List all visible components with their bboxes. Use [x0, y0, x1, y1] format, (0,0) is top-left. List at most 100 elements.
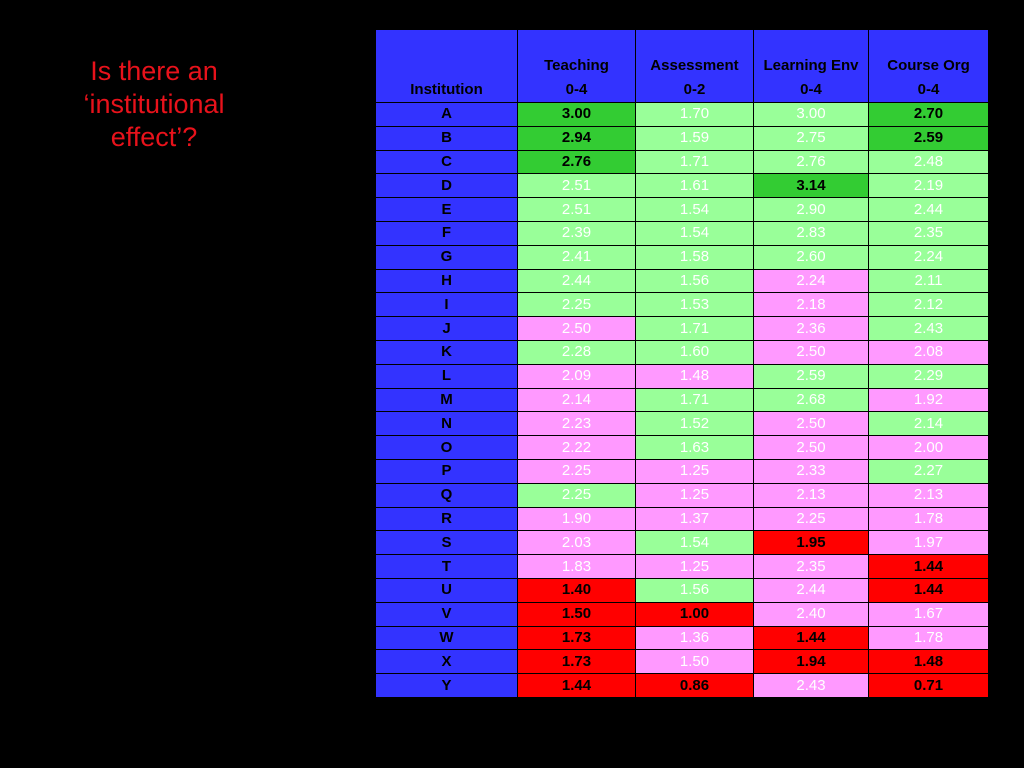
institution-cell: X — [375, 649, 518, 675]
course-org-score-cell: 2.70 — [868, 102, 989, 127]
learning-env-score-cell: 1.95 — [753, 530, 869, 556]
learning-env-score-cell: 2.83 — [753, 220, 869, 246]
table-row: Y 1.44 0.86 2.43 0.71 — [375, 673, 989, 698]
learning-env-score-cell: 2.35 — [753, 554, 869, 579]
learning-env-score-cell: 2.25 — [753, 506, 869, 532]
header-teaching: Teaching 0-4 — [517, 29, 636, 103]
teaching-score-cell: 3.00 — [517, 102, 636, 127]
teaching-score-cell: 2.23 — [517, 411, 636, 437]
assessment-score-cell: 1.50 — [635, 649, 754, 675]
learning-env-score-cell: 2.44 — [753, 577, 869, 603]
institution-cell: J — [375, 316, 518, 341]
assessment-score-cell: 1.25 — [635, 458, 754, 484]
course-org-score-cell: 2.24 — [868, 244, 989, 270]
assessment-score-cell: 1.71 — [635, 387, 754, 413]
institution-cell: G — [375, 244, 518, 270]
assessment-score-cell: 1.70 — [635, 102, 754, 127]
institution-cell: E — [375, 197, 518, 222]
learning-env-score-cell: 2.33 — [753, 458, 869, 484]
learning-env-score-cell: 2.50 — [753, 435, 869, 460]
table-row: Q 2.25 1.25 2.13 2.13 — [375, 482, 989, 508]
course-org-score-cell: 1.44 — [868, 577, 989, 603]
table-row: T 1.83 1.25 2.35 1.44 — [375, 554, 989, 579]
assessment-score-cell: 1.56 — [635, 268, 754, 294]
learning-env-score-cell: 3.00 — [753, 102, 869, 127]
course-org-score-cell: 2.27 — [868, 458, 989, 484]
learning-env-score-cell: 2.90 — [753, 197, 869, 222]
course-org-score-cell: 2.13 — [868, 482, 989, 508]
institution-cell: F — [375, 220, 518, 246]
course-org-score-cell: 2.00 — [868, 435, 989, 460]
institution-cell: P — [375, 458, 518, 484]
table-row: M 2.14 1.71 2.68 1.92 — [375, 387, 989, 413]
teaching-score-cell: 1.73 — [517, 649, 636, 675]
institution-cell: Y — [375, 673, 518, 698]
learning-env-score-cell: 2.24 — [753, 268, 869, 294]
course-org-score-cell: 1.67 — [868, 601, 989, 627]
teaching-score-cell: 2.44 — [517, 268, 636, 294]
assessment-score-cell: 1.25 — [635, 554, 754, 579]
assessment-score-cell: 1.63 — [635, 435, 754, 460]
table-row: P 2.25 1.25 2.33 2.27 — [375, 458, 989, 484]
course-org-score-cell: 2.48 — [868, 149, 989, 175]
course-org-score-cell: 1.78 — [868, 625, 989, 651]
course-org-score-cell: 1.78 — [868, 506, 989, 532]
table-row: B 2.94 1.59 2.75 2.59 — [375, 125, 989, 151]
institution-cell: S — [375, 530, 518, 556]
teaching-score-cell: 2.51 — [517, 173, 636, 199]
header-institution-label: Institution — [410, 81, 483, 98]
teaching-score-cell: 2.39 — [517, 220, 636, 246]
teaching-score-cell: 2.76 — [517, 149, 636, 175]
teaching-score-cell: 1.83 — [517, 554, 636, 579]
table-row: G 2.41 1.58 2.60 2.24 — [375, 244, 989, 270]
teaching-score-cell: 1.90 — [517, 506, 636, 532]
learning-env-score-cell: 2.59 — [753, 363, 869, 389]
header-learning-env-label: Learning Env — [763, 57, 859, 74]
institution-cell: O — [375, 435, 518, 460]
assessment-score-cell: 1.54 — [635, 220, 754, 246]
header-assessment-label: Assessment — [650, 57, 739, 74]
assessment-score-cell: 1.54 — [635, 530, 754, 556]
table-row: A 3.00 1.70 3.00 2.70 — [375, 102, 989, 127]
assessment-score-cell: 1.59 — [635, 125, 754, 151]
table-row: D 2.51 1.61 3.14 2.19 — [375, 173, 989, 199]
table-row: X 1.73 1.50 1.94 1.48 — [375, 649, 989, 675]
learning-env-score-cell: 2.76 — [753, 149, 869, 175]
course-org-score-cell: 2.59 — [868, 125, 989, 151]
header-teaching-label: Teaching — [544, 57, 609, 74]
table-row: C 2.76 1.71 2.76 2.48 — [375, 149, 989, 175]
course-org-score-cell: 1.97 — [868, 530, 989, 556]
table-row: F 2.39 1.54 2.83 2.35 — [375, 220, 989, 246]
assessment-score-cell: 1.00 — [635, 601, 754, 627]
assessment-score-cell: 1.36 — [635, 625, 754, 651]
table-row: S 2.03 1.54 1.95 1.97 — [375, 530, 989, 556]
teaching-score-cell: 1.40 — [517, 577, 636, 603]
assessment-score-cell: 1.58 — [635, 244, 754, 270]
table-row: N 2.23 1.52 2.50 2.14 — [375, 411, 989, 437]
learning-env-score-cell: 2.50 — [753, 339, 869, 365]
institution-cell: C — [375, 149, 518, 175]
table-row: J 2.50 1.71 2.36 2.43 — [375, 316, 989, 341]
course-org-score-cell: 2.44 — [868, 197, 989, 222]
learning-env-score-cell: 2.18 — [753, 292, 869, 318]
learning-env-score-cell: 2.13 — [753, 482, 869, 508]
learning-env-score-cell: 2.75 — [753, 125, 869, 151]
assessment-score-cell: 1.53 — [635, 292, 754, 318]
learning-env-score-cell: 2.43 — [753, 673, 869, 698]
table-row: H 2.44 1.56 2.24 2.11 — [375, 268, 989, 294]
learning-env-score-cell: 3.14 — [753, 173, 869, 199]
slide-title-line-1: Is there an — [90, 56, 218, 86]
header-learning-env-range: 0-4 — [800, 81, 822, 98]
learning-env-score-cell: 1.94 — [753, 649, 869, 675]
institution-cell: K — [375, 339, 518, 365]
header-learning-env: Learning Env 0-4 — [753, 29, 869, 103]
assessment-score-cell: 1.37 — [635, 506, 754, 532]
header-teaching-range: 0-4 — [565, 81, 588, 98]
learning-env-score-cell: 1.44 — [753, 625, 869, 651]
course-org-score-cell: 1.44 — [868, 554, 989, 579]
assessment-score-cell: 1.71 — [635, 149, 754, 175]
assessment-score-cell: 1.48 — [635, 363, 754, 389]
institution-cell: B — [375, 125, 518, 151]
table-row: L 2.09 1.48 2.59 2.29 — [375, 363, 989, 389]
